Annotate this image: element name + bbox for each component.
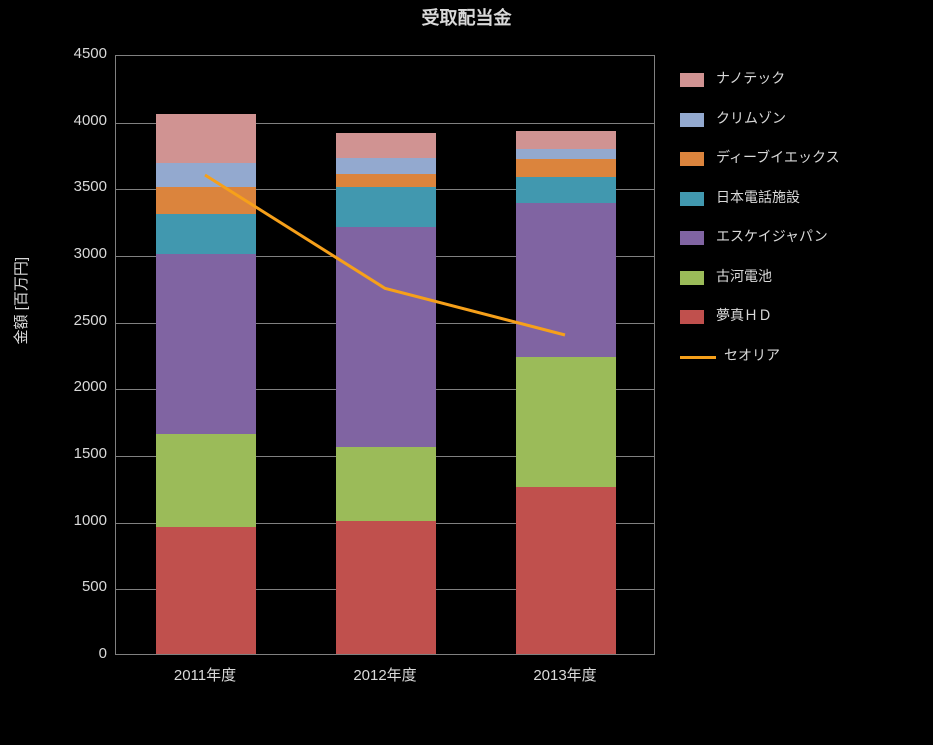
y-tick-label: 1500	[7, 445, 107, 462]
y-tick-label: 2000	[7, 378, 107, 395]
legend-item-nanotech: ナノテック	[680, 70, 920, 88]
x-tick-label: 2011年度	[135, 664, 275, 685]
bar-segment-kurimoto	[516, 149, 617, 160]
legend-label: 夢真ＨＤ	[716, 307, 920, 325]
y-tick-label: 4000	[7, 112, 107, 129]
bar-segment-ssk	[516, 203, 617, 356]
bar-segment-dvx	[516, 159, 617, 176]
y-tick-label: 0	[7, 645, 107, 662]
bar-segment-nihondenwa	[156, 214, 257, 254]
legend-swatch	[680, 192, 704, 206]
bar-segment-nanotech	[336, 133, 437, 158]
bar-group	[516, 54, 617, 654]
bar-segment-yumeshin	[156, 527, 257, 654]
bar-segment-furukawa	[516, 357, 617, 488]
x-tick-label: 2012年度	[315, 664, 455, 685]
bar-segment-kurimoto	[156, 163, 257, 187]
bar-segment-nihondenwa	[516, 177, 617, 204]
y-tick-label: 500	[7, 578, 107, 595]
y-tick-label: 1000	[7, 512, 107, 529]
legend-swatch	[680, 231, 704, 245]
y-axis-label: 金額 [百万円]	[10, 257, 31, 345]
legend-swatch	[680, 113, 704, 127]
legend-item-yumeshin: 夢真ＨＤ	[680, 307, 920, 325]
bar-segment-ssk	[336, 227, 437, 447]
bar-segment-nanotech	[156, 114, 257, 163]
legend-item-furukawa: 古河電池	[680, 268, 920, 286]
chart-container: 受取配当金 金額 [百万円] ナノテッククリムゾンディーブイエックス日本電話施設…	[0, 0, 933, 745]
legend: ナノテッククリムゾンディーブイエックス日本電話施設エスケイジャパン古河電池夢真Ｈ…	[680, 70, 920, 386]
legend-label: クリムゾン	[716, 110, 920, 128]
bar-segment-dvx	[336, 174, 437, 187]
bar-segment-yumeshin	[516, 487, 617, 654]
legend-label: 古河電池	[716, 268, 920, 286]
bar-segment-kurimoto	[336, 158, 437, 174]
legend-label: 日本電話施設	[716, 189, 920, 207]
legend-item-theoria: セオリア	[680, 347, 920, 365]
bar-segment-ssk	[156, 254, 257, 434]
bar-group	[336, 54, 437, 654]
y-tick-label: 2500	[7, 312, 107, 329]
legend-swatch	[680, 310, 704, 324]
x-tick-label: 2013年度	[495, 664, 635, 685]
legend-line-swatch	[680, 356, 716, 359]
legend-swatch	[680, 152, 704, 166]
bar-segment-furukawa	[336, 447, 437, 520]
bar-segment-nihondenwa	[336, 187, 437, 227]
bar-segment-furukawa	[156, 434, 257, 527]
bar-group	[156, 54, 257, 654]
bar-segment-yumeshin	[336, 521, 437, 654]
legend-item-nihondenwa: 日本電話施設	[680, 189, 920, 207]
legend-label: ディーブイエックス	[716, 149, 920, 167]
legend-label: セオリア	[724, 347, 920, 365]
y-tick-label: 3500	[7, 178, 107, 195]
legend-item-ssk: エスケイジャパン	[680, 228, 920, 246]
legend-swatch	[680, 271, 704, 285]
legend-label: エスケイジャパン	[716, 228, 920, 246]
legend-swatch	[680, 73, 704, 87]
y-tick-label: 3000	[7, 245, 107, 262]
bar-segment-dvx	[156, 187, 257, 214]
y-tick-label: 4500	[7, 45, 107, 62]
legend-item-dvx: ディーブイエックス	[680, 149, 920, 167]
bar-segment-nanotech	[516, 131, 617, 148]
plot-area	[115, 55, 655, 655]
chart-title: 受取配当金	[0, 4, 933, 30]
legend-item-kurimoto: クリムゾン	[680, 110, 920, 128]
legend-label: ナノテック	[716, 70, 920, 88]
